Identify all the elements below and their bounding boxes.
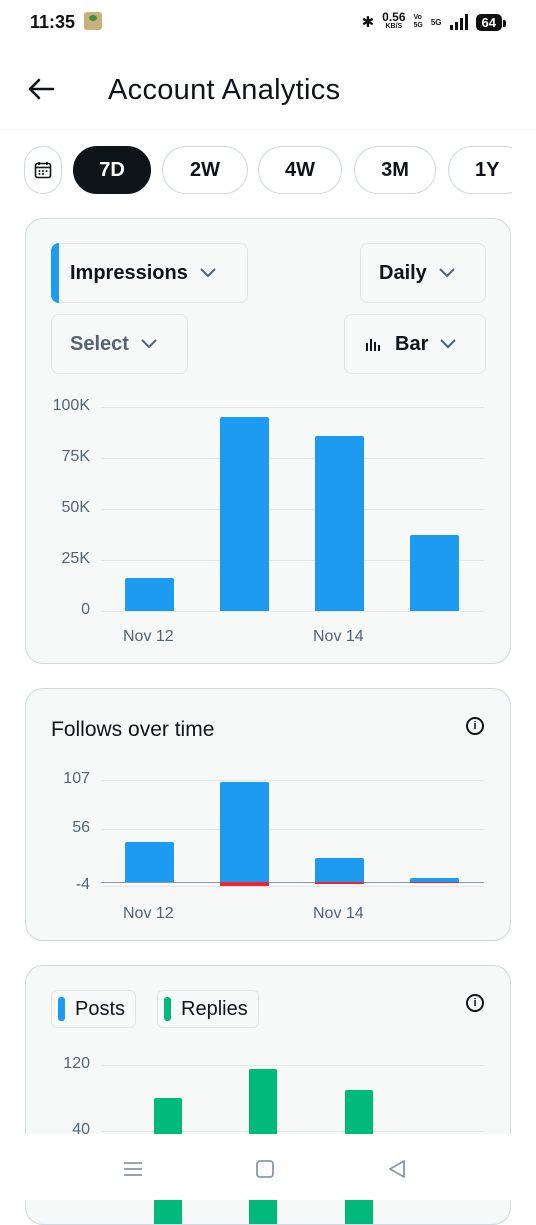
negative-bar xyxy=(410,882,459,884)
info-icon[interactable]: i xyxy=(466,994,484,1012)
app-header: Account Analytics xyxy=(0,58,536,130)
gridline xyxy=(101,611,484,612)
gridline xyxy=(101,509,484,510)
calendar-icon xyxy=(34,162,52,179)
gridline xyxy=(101,1065,484,1066)
menu-button[interactable] xyxy=(118,1154,148,1184)
y-tick-label: 120 xyxy=(63,1055,90,1072)
calendar-button[interactable] xyxy=(24,146,62,194)
impressions-bar-chart: 100K 75K 50K 25K 0 Nov 12 Nov 14 xyxy=(26,219,510,663)
gridline xyxy=(101,407,484,408)
gridline xyxy=(101,560,484,561)
info-icon[interactable]: i xyxy=(466,717,484,735)
range-2w[interactable]: 2W xyxy=(162,146,248,194)
gridline xyxy=(101,780,484,781)
volte-indicator: Vo 5G xyxy=(414,14,423,30)
y-tick-label: -4 xyxy=(75,876,90,893)
follows-card-title: Follows over time xyxy=(51,718,215,741)
chart-type-dropdown[interactable]: Bar xyxy=(344,314,486,374)
interval-dropdown[interactable]: Daily xyxy=(360,243,486,303)
range-4w[interactable]: 4W xyxy=(258,146,342,194)
gridline xyxy=(101,828,484,830)
range-7d[interactable]: 7D xyxy=(73,146,151,194)
network-speed-unit: KB/S xyxy=(385,23,403,30)
bar xyxy=(220,417,269,611)
interval-dropdown-label: Daily xyxy=(379,261,427,284)
x-tick-label: Nov 12 xyxy=(123,905,174,922)
negative-bar xyxy=(220,882,269,886)
x-tick-label: Nov 14 xyxy=(313,628,364,645)
metric-dropdown-label: Impressions xyxy=(70,261,188,284)
system-nav-bar xyxy=(0,1134,536,1200)
bar-chart-icon xyxy=(366,339,380,351)
y-tick-label: 107 xyxy=(63,770,90,787)
home-button[interactable] xyxy=(250,1154,280,1184)
gridline xyxy=(101,1131,484,1132)
chevron-down-icon xyxy=(200,268,216,278)
bar xyxy=(410,534,459,611)
legend-swatch-posts xyxy=(58,997,65,1021)
legend-swatch-replies xyxy=(164,997,171,1021)
network-type: 5G xyxy=(430,17,442,27)
metric-dropdown[interactable]: Impressions xyxy=(51,243,248,303)
menu-icon xyxy=(124,1162,142,1176)
gridline xyxy=(101,886,484,887)
x-tick-label: Nov 14 xyxy=(313,905,364,922)
legend-label-posts: Posts xyxy=(75,997,126,1020)
volte-bottom: 5G xyxy=(413,22,423,29)
status-indicators: ✱ 0.56 KB/S Vo 5G 5G 64 xyxy=(361,10,507,33)
y-tick-label: 56 xyxy=(72,818,90,836)
chevron-down-icon xyxy=(439,268,455,278)
zero-line xyxy=(101,882,484,884)
status-bar: 11:35 ✱ 0.56 KB/S Vo 5G 5G 64 xyxy=(0,0,536,48)
network-speed: 0.56 KB/S xyxy=(382,10,406,31)
bar xyxy=(125,842,174,883)
network-speed-value: 0.56 xyxy=(382,10,406,24)
range-3m[interactable]: 3M xyxy=(354,146,436,194)
chevron-down-icon xyxy=(440,339,457,349)
range-1y[interactable]: 1Y xyxy=(448,146,512,194)
page-title: Account Analytics xyxy=(108,74,341,106)
follows-bar-chart: 107 56 -4 Nov 12 Nov 14 xyxy=(26,689,510,940)
y-tick-label: 40 xyxy=(72,1121,90,1138)
status-time: 11:35 xyxy=(30,12,76,32)
bar xyxy=(315,435,364,611)
compare-dropdown[interactable]: Select xyxy=(51,314,188,374)
y-tick-label: 25K xyxy=(61,550,90,567)
back-triangle-icon xyxy=(389,1160,405,1178)
signal-icon xyxy=(449,14,468,30)
metric-accent xyxy=(51,243,59,303)
x-tick-label: Nov 12 xyxy=(123,628,174,645)
arrow-left-icon xyxy=(28,78,55,100)
app-notification-icon xyxy=(84,12,102,30)
back-nav-button[interactable] xyxy=(382,1154,412,1184)
legend-label-replies: Replies xyxy=(181,997,248,1020)
bar xyxy=(410,878,459,883)
battery-level: 64 xyxy=(481,14,496,30)
chart-type-dropdown-label: Bar xyxy=(395,332,429,355)
y-tick-label: 0 xyxy=(81,601,90,618)
y-tick-label: 100K xyxy=(52,397,90,414)
negative-bar xyxy=(315,882,364,885)
bluetooth-icon: ✱ xyxy=(361,14,375,31)
follows-card: Follows over time i 107 56 -4 Nov 12 Nov 14 xyxy=(25,688,511,941)
chevron-down-icon xyxy=(141,339,157,349)
bar xyxy=(125,578,174,611)
battery-icon: 64 xyxy=(475,13,507,31)
y-tick-label: 75K xyxy=(61,448,90,465)
back-button[interactable] xyxy=(24,72,58,106)
volte-top: Vo xyxy=(413,14,422,21)
home-square-icon xyxy=(256,1160,274,1178)
impressions-card: Impressions Daily Select Bar 100K 75K 50K 2… xyxy=(25,218,511,664)
legend-posts[interactable]: Posts xyxy=(51,990,137,1028)
bar xyxy=(315,858,364,883)
legend-replies[interactable]: Replies xyxy=(157,990,259,1028)
date-range-selector: 7D 2W 4W 3M 1Y xyxy=(24,146,512,194)
compare-dropdown-label: Select xyxy=(70,332,129,355)
bar xyxy=(220,781,269,883)
gridline xyxy=(101,458,484,459)
y-tick-label: 50K xyxy=(61,499,90,516)
